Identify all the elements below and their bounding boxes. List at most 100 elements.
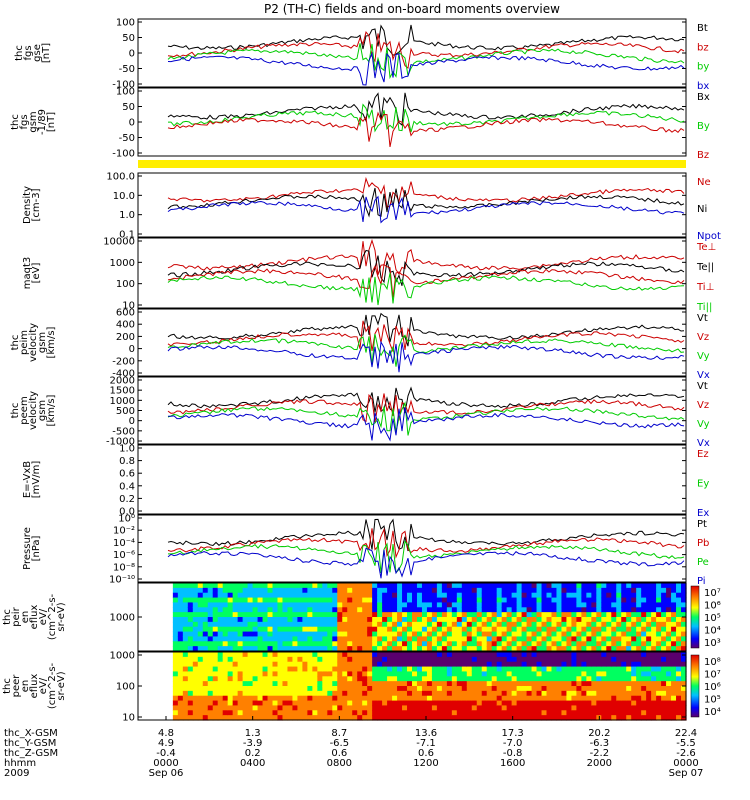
- spectro-cell: [327, 686, 333, 692]
- spectro-cell: [661, 602, 667, 608]
- spectro-cell: [551, 646, 558, 652]
- spectro-cell: [481, 646, 488, 652]
- spectro-cell: [441, 695, 448, 702]
- spectro-cell: [426, 681, 433, 687]
- spectro-cell: [212, 652, 219, 658]
- spectro-cell: [262, 612, 269, 618]
- spectro-cell: [581, 710, 587, 716]
- spectro-cell: [521, 710, 528, 716]
- spectro-cell: [486, 646, 493, 652]
- spectro-cell: [496, 631, 503, 638]
- spectro-cell: [172, 636, 179, 642]
- spectro-cell: [451, 681, 458, 687]
- spectro-cell: [182, 652, 189, 658]
- spectro-cell: [636, 652, 642, 658]
- spectro-cell: [212, 710, 219, 716]
- spectro-cell: [367, 631, 373, 638]
- spectro-cell: [541, 700, 548, 707]
- spectro-cell: [606, 621, 612, 628]
- spectro-cell: [172, 612, 179, 618]
- spectro-cell: [182, 607, 189, 613]
- spectro-cell: [327, 676, 333, 682]
- spectro-cell: [237, 607, 244, 613]
- spectro-cell: [541, 656, 548, 663]
- spectro-cell: [237, 583, 244, 589]
- spectro-cell: [421, 710, 428, 716]
- spectro-cell: [436, 710, 443, 716]
- spectro-cell: [456, 652, 463, 658]
- spectro-cell: [217, 602, 224, 608]
- spectro-cell: [282, 592, 289, 599]
- spectro-cell: [357, 710, 363, 716]
- spectro-cell: [631, 621, 637, 628]
- spectro-cell: [262, 607, 269, 613]
- spectro-cell: [337, 695, 343, 702]
- spectro-cell: [277, 617, 284, 623]
- spectro-cell: [347, 617, 353, 623]
- spectro-cell: [606, 700, 612, 707]
- spectro-cell: [227, 607, 234, 613]
- spectro-cell: [646, 710, 652, 716]
- spectro-cell: [332, 602, 338, 608]
- spectro-cell: [516, 681, 523, 687]
- spectro-cell: [277, 626, 284, 633]
- spectro-cell: [177, 646, 184, 652]
- spectro-cell: [192, 700, 199, 707]
- spectro-cell: [641, 612, 647, 618]
- spectro-cell: [461, 666, 468, 673]
- spectro-cell: [451, 652, 458, 658]
- spectro-cell: [416, 676, 423, 682]
- spectro-cell: [656, 592, 662, 599]
- spectro-cell: [307, 592, 313, 599]
- spectro-cell: [601, 671, 607, 677]
- spectro-cell: [292, 602, 299, 608]
- spectro-cell: [476, 587, 483, 594]
- spectro-cell: [441, 583, 448, 589]
- spectro-cell: [372, 592, 378, 599]
- spectro-cell: [621, 695, 627, 702]
- spectro-cell: [476, 715, 483, 721]
- spectro-cell: [456, 681, 463, 687]
- spectro-cell: [521, 636, 528, 642]
- spectro-cell: [621, 597, 627, 604]
- spectro-cell: [242, 597, 249, 604]
- spectro-cell: [192, 656, 199, 663]
- spectro-cell: [207, 636, 214, 642]
- spectro-cell: [491, 636, 498, 642]
- spectro-cell: [441, 646, 448, 652]
- spectro-cell: [466, 681, 473, 687]
- spectro-cell: [641, 641, 647, 647]
- spectro-cell: [232, 652, 239, 658]
- spectro-cell: [227, 686, 234, 692]
- spectro-cell: [382, 597, 388, 604]
- spectro-cell: [551, 652, 558, 658]
- spectro-cell: [247, 597, 254, 604]
- spectro-cell: [641, 686, 647, 692]
- spectro-cell: [382, 641, 388, 647]
- spectro-cell: [187, 705, 194, 711]
- spectro-cell: [367, 676, 373, 682]
- spectro-cell: [476, 681, 483, 687]
- spectro-cell: [661, 626, 667, 633]
- spectro-cell: [601, 661, 607, 668]
- spectro-cell: [666, 631, 672, 638]
- spectro-cell: [402, 641, 408, 647]
- series-line: [167, 195, 685, 224]
- spectro-cell: [372, 695, 378, 702]
- spectro-cell: [676, 592, 682, 599]
- spectro-cell: [416, 583, 423, 589]
- spectro-cell: [531, 686, 538, 692]
- spectro-cell: [272, 690, 279, 697]
- y-tick-label: 10: [122, 713, 135, 724]
- spectro-cell: [466, 641, 473, 647]
- spectro-cell: [516, 646, 523, 652]
- spectro-cell: [377, 597, 383, 604]
- spectro-cell: [177, 626, 184, 633]
- spectro-cell: [521, 686, 528, 692]
- spectro-cell: [566, 592, 573, 599]
- spectro-cell: [641, 617, 647, 623]
- spectro-cell: [277, 710, 284, 716]
- spectro-cell: [367, 607, 373, 613]
- spectro-cell: [486, 607, 493, 613]
- spectro-cell: [521, 646, 528, 652]
